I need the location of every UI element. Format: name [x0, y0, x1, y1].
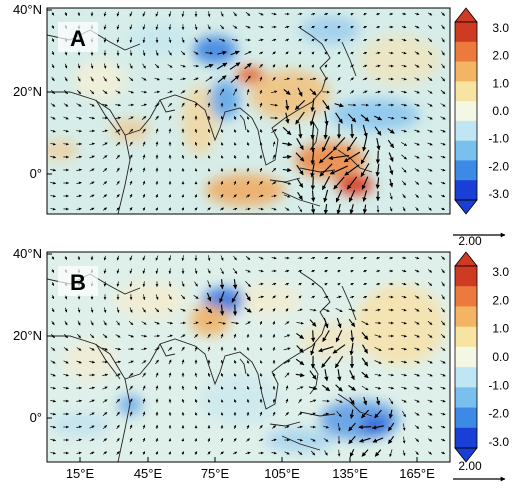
colorbar-tick-label: 3.0 [492, 21, 509, 35]
panel-b-label: B [70, 270, 86, 295]
colorbar-band [455, 22, 477, 42]
colorbar-band [455, 428, 477, 449]
colorbar-band [455, 81, 477, 101]
colorbar-max-extension [455, 8, 477, 22]
wind-vector [313, 330, 314, 341]
xtick-15e: 15°E [66, 466, 95, 481]
colorbar-tick-label: 2.0 [492, 49, 509, 63]
colorbar-tick-label: -2.0 [488, 407, 509, 421]
panel-b-field [47, 252, 450, 462]
panel-b-ytick-40n: 40°N [13, 246, 42, 261]
wind-vector [359, 427, 371, 428]
panel-a-ytick-20n: 20°N [13, 84, 42, 99]
panel-a-ytick-0: 0° [30, 166, 42, 181]
colorbar-band [455, 121, 477, 141]
xtick-135e: 135°E [332, 466, 368, 481]
panel-b: B 40°N 20°N 0° 15°E 45°E 75°E 105°E 135°… [13, 246, 450, 481]
panel-a: A 40°N 20°N 0° [13, 2, 450, 214]
wind-vector [352, 124, 353, 138]
colorbar-tick-label: 2.0 [492, 293, 509, 307]
colorbar-band [455, 266, 477, 287]
colorbar-tick-label: -2.0 [488, 159, 509, 173]
xtick-45e: 45°E [134, 466, 163, 481]
colorbar-band [455, 367, 477, 388]
xtick-75e: 75°E [201, 466, 230, 481]
colorbar-tick-label: -1.0 [488, 378, 509, 392]
colorbar-band [455, 141, 477, 161]
colorbar-a-bands [455, 8, 477, 214]
colorbar-tick-label: -3.0 [488, 435, 509, 449]
colorbar-band [455, 387, 477, 408]
colorbar-a: 3.0 2.0 1.0 0.0 -1.0 -2.0 -3.0 2.00 [453, 8, 509, 248]
colorbar-band [455, 101, 477, 121]
colorbar-band [455, 180, 477, 200]
colorbar-band [455, 160, 477, 180]
panel-b-ytick-0: 0° [30, 410, 42, 425]
colorbar-tick-label: 3.0 [492, 265, 509, 279]
panel-a-label: A [70, 26, 86, 51]
xtick-105e: 105°E [264, 466, 300, 481]
colorbar-band [455, 42, 477, 62]
colorbar-tick-label: 1.0 [492, 76, 509, 90]
wind-vector [313, 176, 314, 189]
colorbar-band [455, 347, 477, 368]
colorbar-tick-label: -3.0 [488, 187, 509, 201]
colorbar-tick-label: 1.0 [492, 322, 509, 336]
colorbar-band [455, 408, 477, 429]
colorbar-band [455, 327, 477, 348]
panel-a-field [42, 8, 450, 214]
colorbar-tick-label: 0.0 [492, 350, 509, 364]
panel-b-ytick-20n: 20°N [13, 328, 42, 343]
panel-a-ytick-40n: 40°N [13, 2, 42, 17]
colorbar-band [455, 286, 477, 307]
colorbar-band [455, 306, 477, 327]
colorbar-b-bands [455, 252, 477, 462]
colorbar-b-reference-label: 2.00 [458, 459, 482, 473]
colorbar-band [455, 62, 477, 82]
colorbar-tick-label: -1.0 [488, 132, 509, 146]
colorbar-a-reference-label: 2.00 [458, 234, 482, 248]
colorbar-tick-label: 0.0 [492, 104, 509, 118]
colorbar-b: 3.0 2.0 1.0 0.0 -1.0 -2.0 -3.0 2.00 [453, 252, 509, 479]
xtick-165e: 165°E [399, 466, 435, 481]
colorbar-min-extension [455, 200, 477, 214]
colorbar-max-extension [455, 252, 477, 266]
wind-vector [378, 151, 379, 164]
